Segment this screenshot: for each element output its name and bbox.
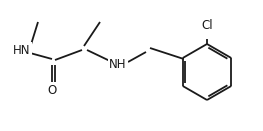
Text: O: O (47, 83, 57, 97)
Text: NH: NH (109, 58, 127, 70)
Text: HN: HN (13, 43, 31, 56)
Text: Cl: Cl (201, 19, 213, 32)
